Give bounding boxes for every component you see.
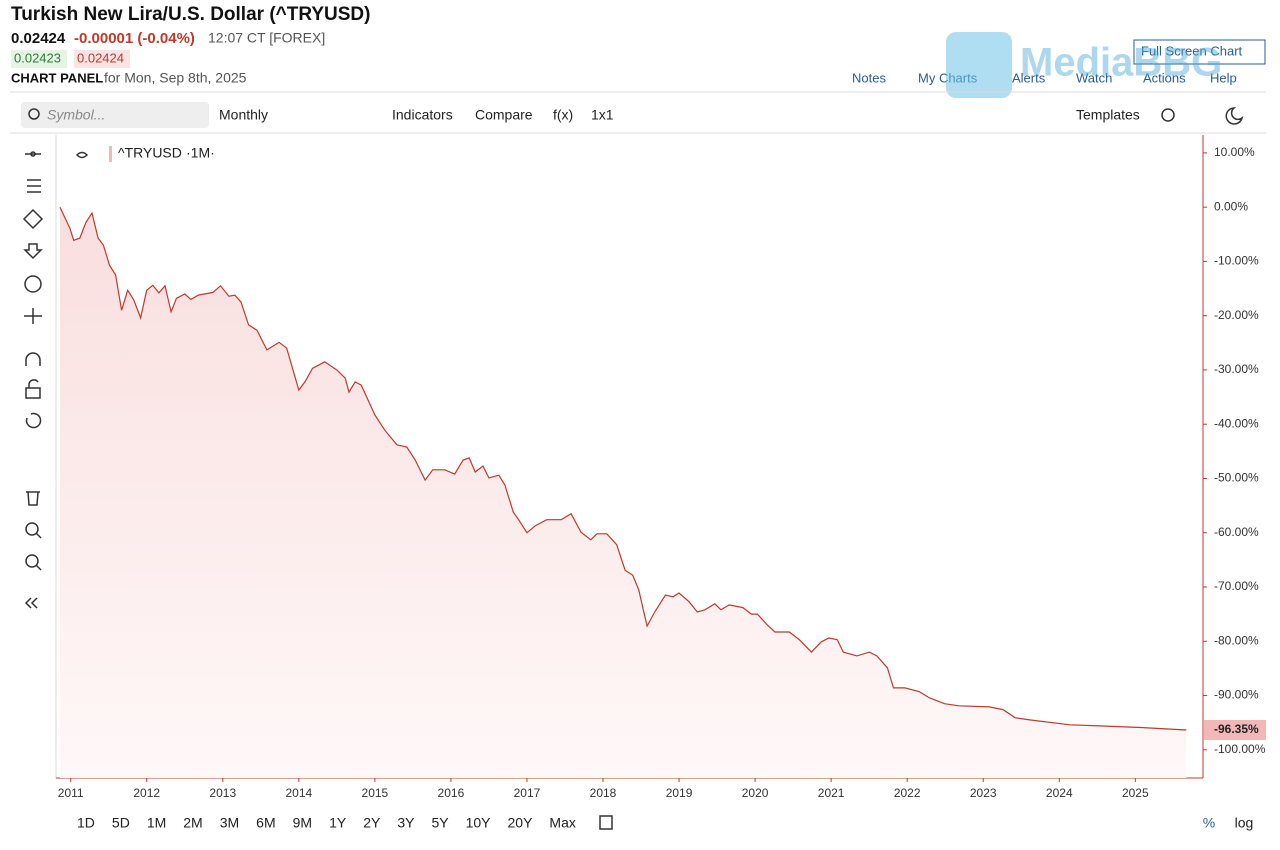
line bbox=[59, 206, 1187, 731]
help[interactable]: Help bbox=[1210, 70, 1237, 85]
price: 0.02424 bbox=[11, 30, 66, 47]
panel: CHART PANEL bbox=[11, 70, 103, 85]
full-screen-button[interactable] bbox=[1133, 39, 1266, 65]
range-button[interactable]: 5Y bbox=[431, 815, 449, 831]
ask: 0.02424 bbox=[77, 50, 124, 65]
log-toggle[interactable]: log bbox=[1235, 815, 1254, 831]
range-button[interactable]: 20Y bbox=[508, 815, 534, 831]
change: -0.00001 (-0.04%) bbox=[74, 30, 195, 47]
range-bar: 1D 5D 1M 2M 3M 6M 9M 1Y 2Y 3Y 5Y 10Y 20Y Max bbox=[77, 815, 576, 831]
x-tick-label: 2012 bbox=[133, 786, 160, 800]
x-tick-label: 2024 bbox=[1046, 786, 1073, 800]
y-tick-label: -10.00% bbox=[1214, 254, 1259, 268]
x-tick-label: 2021 bbox=[818, 786, 845, 800]
range-button[interactable]: 3M bbox=[220, 815, 239, 831]
y-tick-label: -90.00% bbox=[1214, 688, 1259, 702]
full-screen[interactable]: Full Screen Chart bbox=[1141, 43, 1243, 58]
range-button[interactable]: 10Y bbox=[466, 815, 492, 831]
y-tick-label: 10.00% bbox=[1214, 145, 1255, 159]
range-button[interactable]: Max bbox=[549, 815, 575, 831]
x-tick-label: 2016 bbox=[438, 786, 465, 800]
fx[interactable]: f(x) bbox=[553, 107, 573, 123]
x-tick-label: 2025 bbox=[1122, 786, 1149, 800]
y-tick-label: -40.00% bbox=[1214, 416, 1259, 430]
time: 12:07 CT [FOREX] bbox=[208, 30, 325, 46]
range-button[interactable]: 6M bbox=[256, 815, 275, 831]
x-tick-label: 2018 bbox=[590, 786, 617, 800]
period[interactable]: Monthly bbox=[219, 107, 268, 123]
tool-icons bbox=[22, 151, 44, 609]
range-button[interactable]: 1D bbox=[77, 815, 95, 831]
y-tick-label: -20.00% bbox=[1214, 308, 1259, 322]
y-tick-label: -60.00% bbox=[1214, 525, 1259, 539]
legend-name: ^TRYUSD bbox=[118, 145, 182, 161]
bid: 0.02423 bbox=[14, 50, 61, 65]
legend-interval: ·1M· bbox=[186, 145, 215, 161]
last-value-label: -96.35% bbox=[1214, 722, 1259, 736]
search-icon bbox=[28, 108, 40, 120]
range-button[interactable]: 5D bbox=[112, 815, 130, 831]
x-tick-label: 2011 bbox=[58, 786, 84, 800]
title: Turkish New Lira/U.S. Dollar (^TRYUSD) bbox=[11, 4, 370, 25]
actions[interactable]: Actions bbox=[1143, 70, 1186, 85]
notes[interactable]: Notes bbox=[852, 70, 886, 85]
range-button[interactable]: 1M bbox=[147, 815, 166, 831]
calendar-icon[interactable] bbox=[599, 815, 613, 830]
date: for Mon, Sep 8th, 2025 bbox=[104, 70, 247, 86]
compare[interactable]: Compare bbox=[475, 107, 533, 123]
range-button[interactable]: 1Y bbox=[329, 815, 347, 831]
eye-icon[interactable] bbox=[75, 151, 89, 159]
dark-mode-icon[interactable] bbox=[1225, 107, 1244, 125]
symbol[interactable]: Symbol... bbox=[47, 107, 105, 123]
range-button[interactable]: 2Y bbox=[363, 815, 381, 831]
y-tick-label: -70.00% bbox=[1214, 579, 1259, 593]
y-tick-label: 0.00% bbox=[1214, 199, 1248, 213]
bid-box bbox=[11, 50, 67, 68]
x-tick-label: 2022 bbox=[894, 786, 921, 800]
alerts[interactable]: Alerts bbox=[1012, 70, 1046, 85]
x-tick-label: 2014 bbox=[285, 786, 312, 800]
overlay-logo bbox=[946, 32, 1012, 98]
y-tick-label: -50.00% bbox=[1214, 471, 1259, 485]
x-tick-label: 2017 bbox=[514, 786, 541, 800]
x-tick-label: 2015 bbox=[362, 786, 389, 800]
x-tick-label: 2019 bbox=[666, 786, 693, 800]
last-value-box bbox=[1204, 719, 1266, 740]
ask-box bbox=[74, 50, 130, 68]
range-button[interactable]: 9M bbox=[293, 815, 312, 831]
layout[interactable]: 1x1 bbox=[591, 107, 614, 123]
y-tick-label: -80.00% bbox=[1214, 633, 1259, 647]
overlay-watermark: MediaBBG bbox=[1020, 41, 1222, 85]
templates[interactable]: Templates bbox=[1076, 107, 1140, 123]
settings-icon[interactable] bbox=[1161, 108, 1175, 122]
range-button[interactable]: 2M bbox=[183, 815, 202, 831]
indicators[interactable]: Indicators bbox=[392, 107, 453, 123]
legend-swatch bbox=[109, 146, 112, 162]
range-button[interactable]: 3Y bbox=[397, 815, 415, 831]
area-fill bbox=[60, 207, 1187, 778]
x-tick-label: 2013 bbox=[209, 786, 236, 800]
percent-toggle[interactable]: % bbox=[1203, 815, 1215, 831]
y-tick-label: -30.00% bbox=[1214, 362, 1259, 376]
x-tick-label: 2023 bbox=[970, 786, 997, 800]
symbol-box[interactable] bbox=[21, 102, 209, 128]
watch[interactable]: Watch bbox=[1076, 70, 1112, 85]
x-tick-label: 2020 bbox=[742, 786, 769, 800]
y-tick-label: -100.00% bbox=[1214, 742, 1266, 756]
